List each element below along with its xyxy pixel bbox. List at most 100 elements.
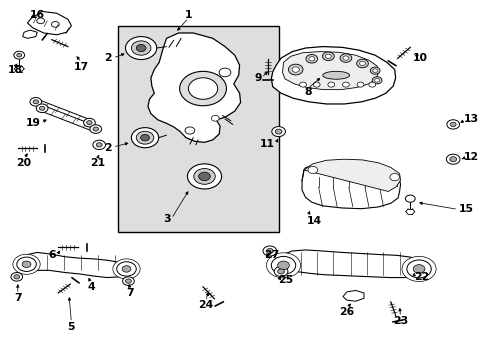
Circle shape: [187, 164, 221, 189]
Circle shape: [93, 127, 98, 131]
Circle shape: [141, 134, 149, 141]
Circle shape: [342, 56, 348, 60]
Circle shape: [219, 68, 230, 77]
Text: 8: 8: [304, 87, 311, 97]
Circle shape: [122, 266, 131, 272]
Text: 23: 23: [392, 316, 407, 326]
Circle shape: [83, 118, 95, 127]
Circle shape: [14, 275, 20, 279]
Circle shape: [266, 253, 300, 278]
Text: 26: 26: [339, 307, 354, 317]
Ellipse shape: [322, 71, 349, 79]
Circle shape: [307, 166, 317, 174]
Text: 12: 12: [463, 152, 478, 162]
Text: 17: 17: [73, 62, 88, 72]
Circle shape: [308, 57, 314, 61]
Circle shape: [22, 261, 31, 267]
Circle shape: [51, 22, 59, 27]
Circle shape: [184, 127, 194, 134]
Circle shape: [17, 53, 21, 57]
Text: 9: 9: [254, 73, 261, 83]
Circle shape: [198, 172, 210, 181]
Circle shape: [368, 82, 375, 87]
Text: 2: 2: [104, 53, 112, 63]
Circle shape: [288, 64, 303, 75]
Text: 20: 20: [17, 158, 32, 168]
Circle shape: [325, 54, 330, 58]
Circle shape: [13, 254, 40, 274]
Circle shape: [17, 257, 36, 271]
Circle shape: [37, 18, 44, 24]
Circle shape: [372, 69, 377, 72]
Circle shape: [117, 262, 136, 276]
Circle shape: [446, 120, 459, 129]
Circle shape: [14, 51, 24, 59]
Circle shape: [271, 127, 285, 136]
Polygon shape: [22, 30, 37, 39]
Text: 27: 27: [264, 250, 279, 260]
Text: 22: 22: [413, 272, 428, 282]
Text: 24: 24: [198, 300, 213, 310]
Polygon shape: [148, 33, 240, 142]
Circle shape: [449, 157, 456, 162]
Circle shape: [401, 256, 435, 282]
Circle shape: [136, 44, 146, 51]
Text: 4: 4: [87, 282, 95, 292]
Circle shape: [405, 195, 414, 202]
Circle shape: [125, 279, 131, 283]
Circle shape: [93, 140, 105, 149]
Polygon shape: [282, 51, 378, 90]
Text: 19: 19: [26, 118, 41, 128]
Polygon shape: [19, 252, 130, 278]
Text: 11: 11: [259, 139, 274, 149]
Text: 18: 18: [8, 65, 23, 75]
Circle shape: [131, 128, 158, 148]
Circle shape: [369, 67, 379, 74]
Text: 25: 25: [277, 275, 292, 285]
Text: 2: 2: [104, 143, 112, 153]
Circle shape: [40, 106, 45, 110]
Circle shape: [11, 273, 22, 281]
Circle shape: [305, 54, 317, 63]
Circle shape: [449, 122, 455, 127]
Polygon shape: [302, 163, 400, 209]
Circle shape: [277, 261, 289, 270]
Text: 7: 7: [126, 288, 133, 298]
Text: 6: 6: [48, 250, 56, 260]
Polygon shape: [27, 12, 71, 35]
Text: 1: 1: [184, 10, 192, 20]
Circle shape: [371, 77, 381, 84]
Text: 14: 14: [306, 216, 322, 226]
Circle shape: [322, 52, 333, 60]
Circle shape: [299, 82, 306, 87]
Circle shape: [179, 71, 226, 106]
Circle shape: [188, 78, 217, 99]
Circle shape: [446, 154, 459, 164]
Bar: [118, 26, 278, 232]
Circle shape: [131, 41, 151, 55]
Circle shape: [86, 121, 92, 125]
Text: 3: 3: [163, 215, 170, 224]
Circle shape: [342, 82, 348, 87]
Circle shape: [274, 266, 287, 276]
Polygon shape: [304, 159, 400, 192]
Circle shape: [406, 260, 430, 278]
Circle shape: [263, 246, 276, 256]
Circle shape: [359, 61, 365, 66]
Circle shape: [96, 143, 102, 147]
Circle shape: [356, 59, 367, 68]
Text: 5: 5: [67, 321, 75, 332]
Circle shape: [339, 54, 351, 62]
Polygon shape: [274, 250, 424, 278]
Circle shape: [211, 116, 219, 121]
Polygon shape: [342, 291, 363, 301]
Circle shape: [90, 125, 102, 134]
Circle shape: [291, 67, 299, 72]
Circle shape: [266, 248, 273, 253]
Circle shape: [125, 37, 157, 59]
Circle shape: [374, 78, 379, 82]
Circle shape: [271, 256, 295, 274]
Circle shape: [30, 98, 41, 106]
Text: 21: 21: [89, 158, 104, 168]
Text: 16: 16: [30, 10, 45, 20]
